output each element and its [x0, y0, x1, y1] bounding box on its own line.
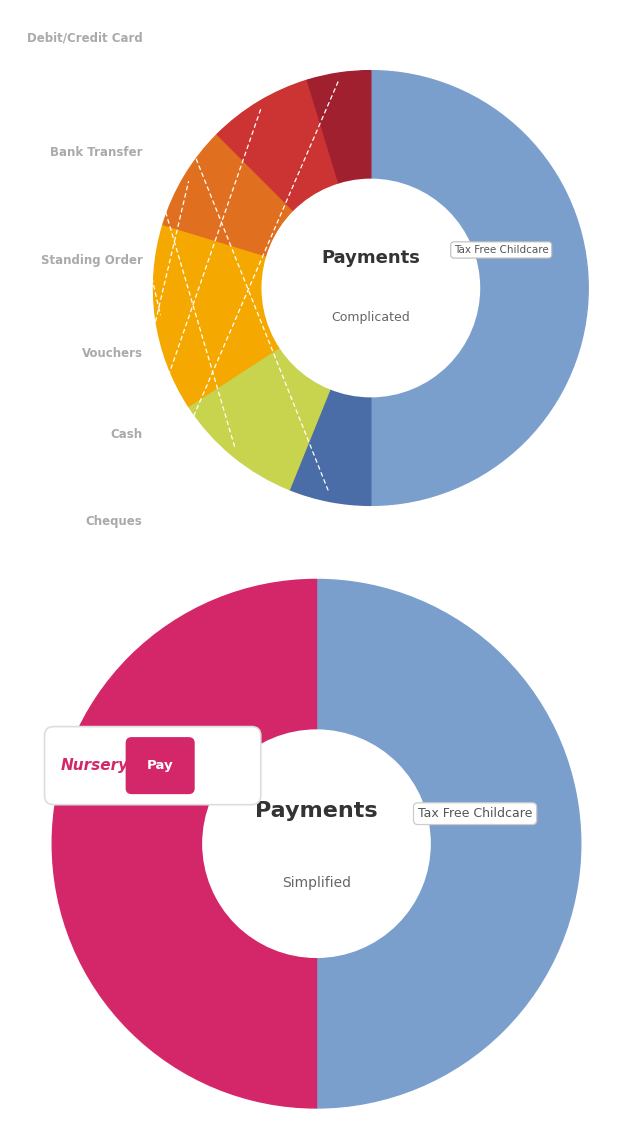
Text: Standing Order: Standing Order — [41, 254, 142, 268]
Wedge shape — [189, 347, 330, 490]
Wedge shape — [316, 579, 580, 1107]
Text: Nursery: Nursery — [61, 758, 128, 773]
Text: Payments: Payments — [255, 801, 378, 820]
FancyBboxPatch shape — [125, 737, 195, 794]
FancyBboxPatch shape — [44, 726, 261, 804]
Text: Complicated: Complicated — [332, 311, 410, 325]
Wedge shape — [163, 134, 294, 256]
Wedge shape — [307, 71, 371, 184]
Wedge shape — [217, 80, 339, 212]
Wedge shape — [53, 579, 316, 1107]
Text: Vouchers: Vouchers — [82, 347, 142, 359]
Text: Cheques: Cheques — [86, 515, 142, 529]
Text: Debit/Credit Card: Debit/Credit Card — [27, 32, 142, 45]
Text: Payments: Payments — [322, 249, 420, 267]
Wedge shape — [289, 389, 371, 506]
Wedge shape — [153, 224, 280, 406]
Wedge shape — [371, 71, 588, 506]
Circle shape — [203, 730, 430, 958]
Text: Bank Transfer: Bank Transfer — [50, 145, 142, 159]
Text: Tax Free Childcare: Tax Free Childcare — [418, 808, 532, 820]
Text: Tax Free Childcare: Tax Free Childcare — [454, 245, 549, 255]
Text: Simplified: Simplified — [282, 876, 351, 890]
Text: Cash: Cash — [111, 428, 142, 442]
Circle shape — [262, 180, 480, 397]
Text: Pay: Pay — [147, 760, 173, 772]
